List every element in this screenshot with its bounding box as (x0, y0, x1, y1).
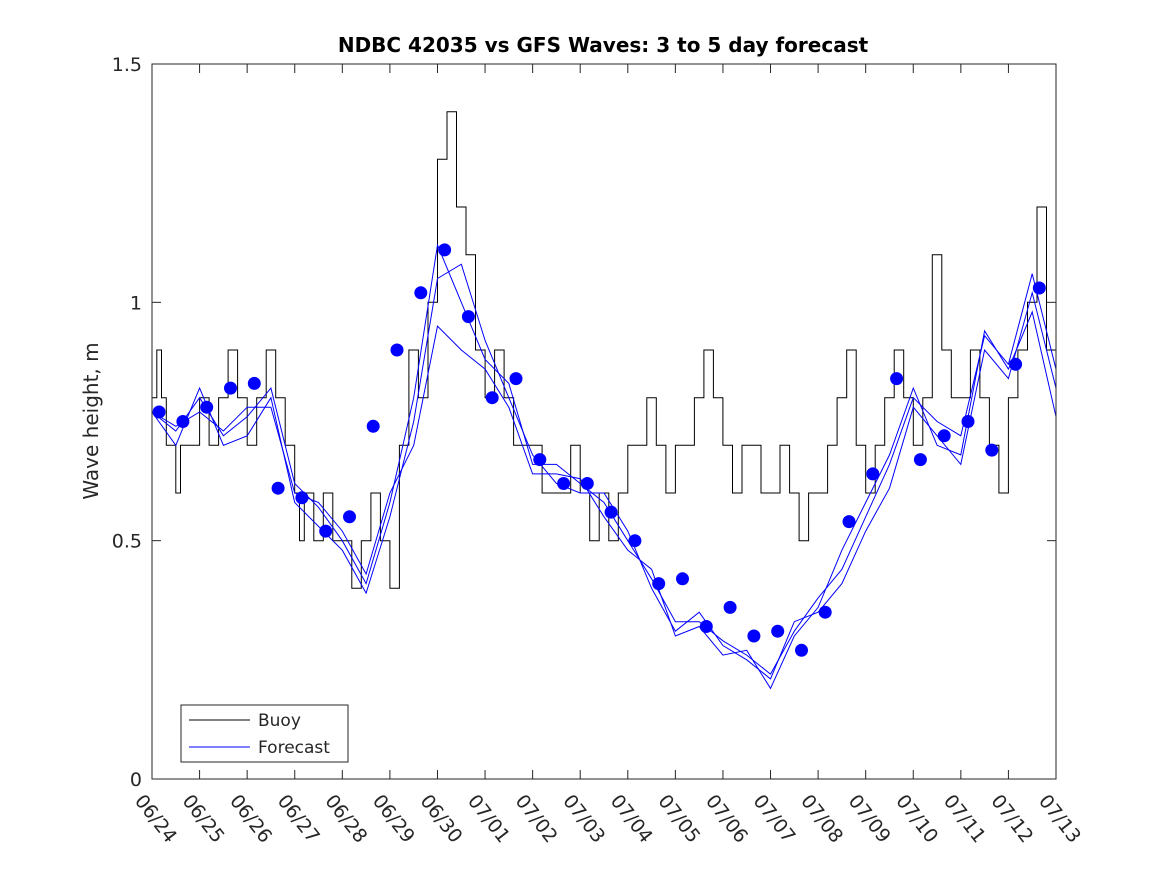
forecast-point (438, 243, 452, 257)
forecast-point (628, 534, 642, 548)
y-tick-label: 0 (130, 769, 142, 791)
forecast-point (1009, 357, 1023, 371)
forecast-point (795, 643, 808, 657)
plot-data (151, 111, 1057, 690)
forecast-point (652, 577, 666, 591)
forecast-point (866, 467, 880, 481)
forecast-point (366, 419, 380, 433)
y-tick-label: 0.5 (112, 531, 142, 553)
legend-forecast-label: Forecast (258, 738, 330, 758)
forecast-point (224, 381, 237, 395)
forecast-point (1032, 281, 1046, 295)
forecast-point (390, 343, 404, 357)
forecast-point (747, 629, 761, 643)
forecast-point (961, 415, 975, 428)
forecast-point (509, 372, 523, 386)
forecast-point (723, 600, 737, 614)
forecast-point (604, 505, 618, 519)
forecast-point (985, 443, 999, 457)
plot-frame (151, 63, 1057, 780)
forecast-point (842, 515, 856, 529)
forecast-point (295, 491, 309, 505)
forecast-point (533, 453, 547, 467)
legend-box (180, 704, 349, 763)
forecast-point (343, 510, 356, 524)
legend-buoy-label: Buoy (258, 711, 301, 731)
y-axis: 0 0.5 1 1.5 (112, 54, 1056, 791)
forecast-point (557, 477, 571, 490)
forecast-point (771, 624, 785, 638)
forecast-point (461, 310, 475, 324)
forecast-point (580, 477, 594, 490)
forecast-point (247, 376, 261, 390)
y-tick-label: 1 (130, 292, 142, 314)
forecast-point (937, 429, 951, 443)
forecast-point (176, 415, 190, 428)
forecast-point (414, 286, 428, 300)
forecast-point (319, 524, 333, 538)
forecast-point (485, 391, 499, 405)
forecast-point (271, 481, 285, 495)
forecast-point (818, 605, 832, 619)
forecast-point (913, 453, 927, 467)
forecast-series-line-2 (151, 263, 1057, 680)
forecast-point (890, 372, 904, 386)
chart-title: NDBC 42035 vs GFS Waves: 3 to 5 day fore… (338, 33, 869, 57)
forecast-point (676, 572, 689, 586)
forecast-point (200, 400, 214, 414)
y-axis-label: Wave height, m (79, 342, 103, 499)
legend: Buoy Forecast (180, 704, 349, 763)
forecast-point (152, 405, 166, 419)
forecast-point (699, 620, 713, 633)
y-tick-label: 1.5 (112, 54, 142, 76)
